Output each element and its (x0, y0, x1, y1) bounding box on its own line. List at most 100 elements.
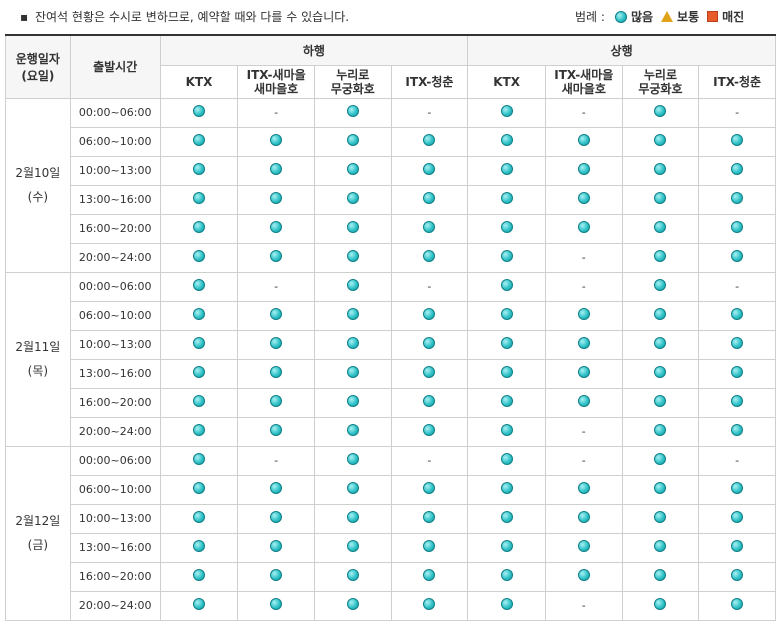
availability-cell[interactable] (467, 126, 546, 157)
availability-many-icon[interactable] (346, 453, 359, 465)
availability-many-icon[interactable] (346, 424, 359, 436)
availability-cell[interactable] (698, 503, 776, 534)
availability-cell[interactable] (544, 300, 623, 331)
availability-many-icon[interactable] (192, 424, 205, 436)
availability-cell[interactable] (698, 416, 776, 447)
availability-cell[interactable] (313, 590, 392, 621)
availability-cell[interactable] (544, 561, 623, 592)
availability-many-icon[interactable] (423, 221, 436, 233)
availability-cell[interactable] (313, 358, 392, 389)
availability-cell[interactable] (237, 184, 315, 215)
availability-many-icon[interactable] (423, 250, 436, 262)
availability-many-icon[interactable] (423, 482, 436, 494)
availability-cell[interactable] (313, 97, 392, 128)
availability-many-icon[interactable] (192, 279, 205, 291)
availability-many-icon[interactable] (500, 337, 513, 349)
availability-cell[interactable] (698, 358, 776, 389)
availability-many-icon[interactable] (654, 569, 667, 581)
availability-many-icon[interactable] (731, 395, 744, 407)
availability-many-icon[interactable] (270, 337, 283, 349)
availability-cell[interactable] (390, 184, 469, 215)
availability-cell[interactable] (544, 213, 623, 244)
availability-cell[interactable] (237, 358, 315, 389)
availability-many-icon[interactable] (500, 395, 513, 407)
availability-many-icon[interactable] (654, 424, 667, 436)
availability-many-icon[interactable] (346, 395, 359, 407)
availability-cell[interactable] (237, 416, 315, 447)
availability-cell[interactable] (237, 503, 315, 534)
availability-many-icon[interactable] (270, 221, 283, 233)
availability-cell[interactable] (313, 474, 392, 505)
availability-cell[interactable] (544, 503, 623, 534)
availability-cell[interactable] (467, 416, 546, 447)
availability-cell[interactable] (544, 126, 623, 157)
availability-many-icon[interactable] (346, 482, 359, 494)
availability-cell[interactable] (544, 532, 623, 563)
availability-many-icon[interactable] (270, 511, 283, 523)
availability-many-icon[interactable] (577, 308, 590, 320)
availability-cell[interactable] (159, 184, 239, 215)
availability-cell[interactable] (467, 358, 546, 389)
availability-cell[interactable] (237, 155, 315, 186)
availability-cell[interactable] (544, 387, 623, 418)
availability-many-icon[interactable] (192, 395, 205, 407)
availability-cell[interactable] (621, 416, 700, 447)
availability-many-icon[interactable] (654, 279, 667, 291)
availability-many-icon[interactable] (192, 511, 205, 523)
availability-many-icon[interactable] (500, 511, 513, 523)
availability-cell[interactable] (698, 126, 776, 157)
availability-many-icon[interactable] (192, 453, 205, 465)
availability-cell[interactable] (621, 329, 700, 360)
availability-cell[interactable] (467, 300, 546, 331)
availability-many-icon[interactable] (346, 598, 359, 610)
availability-many-icon[interactable] (192, 598, 205, 610)
availability-cell[interactable] (467, 445, 546, 476)
availability-cell[interactable] (313, 445, 392, 476)
availability-cell[interactable] (390, 155, 469, 186)
availability-many-icon[interactable] (654, 221, 667, 233)
availability-many-icon[interactable] (423, 424, 436, 436)
availability-cell[interactable] (237, 213, 315, 244)
availability-many-icon[interactable] (346, 105, 359, 117)
availability-cell[interactable] (544, 358, 623, 389)
availability-many-icon[interactable] (270, 250, 283, 262)
availability-many-icon[interactable] (654, 482, 667, 494)
availability-cell[interactable] (390, 358, 469, 389)
availability-cell[interactable] (467, 387, 546, 418)
availability-many-icon[interactable] (423, 192, 436, 204)
availability-cell[interactable] (159, 387, 239, 418)
availability-cell[interactable] (544, 329, 623, 360)
availability-many-icon[interactable] (577, 337, 590, 349)
availability-many-icon[interactable] (654, 540, 667, 552)
availability-many-icon[interactable] (192, 134, 205, 146)
availability-many-icon[interactable] (270, 424, 283, 436)
availability-many-icon[interactable] (577, 482, 590, 494)
availability-many-icon[interactable] (346, 540, 359, 552)
availability-many-icon[interactable] (731, 540, 744, 552)
availability-many-icon[interactable] (346, 250, 359, 262)
availability-many-icon[interactable] (500, 221, 513, 233)
availability-cell[interactable] (621, 561, 700, 592)
availability-cell[interactable] (544, 155, 623, 186)
availability-cell[interactable] (467, 155, 546, 186)
availability-many-icon[interactable] (654, 337, 667, 349)
availability-many-icon[interactable] (192, 308, 205, 320)
availability-cell[interactable] (159, 300, 239, 331)
availability-cell[interactable] (237, 474, 315, 505)
availability-many-icon[interactable] (500, 482, 513, 494)
availability-many-icon[interactable] (423, 511, 436, 523)
availability-cell[interactable] (313, 416, 392, 447)
availability-cell[interactable] (698, 213, 776, 244)
availability-many-icon[interactable] (731, 569, 744, 581)
availability-many-icon[interactable] (654, 511, 667, 523)
availability-many-icon[interactable] (423, 569, 436, 581)
availability-cell[interactable] (159, 155, 239, 186)
availability-cell[interactable] (390, 474, 469, 505)
availability-many-icon[interactable] (270, 163, 283, 175)
availability-many-icon[interactable] (192, 105, 205, 117)
availability-many-icon[interactable] (346, 134, 359, 146)
availability-many-icon[interactable] (500, 540, 513, 552)
availability-many-icon[interactable] (346, 337, 359, 349)
availability-cell[interactable] (237, 126, 315, 157)
availability-many-icon[interactable] (346, 308, 359, 320)
